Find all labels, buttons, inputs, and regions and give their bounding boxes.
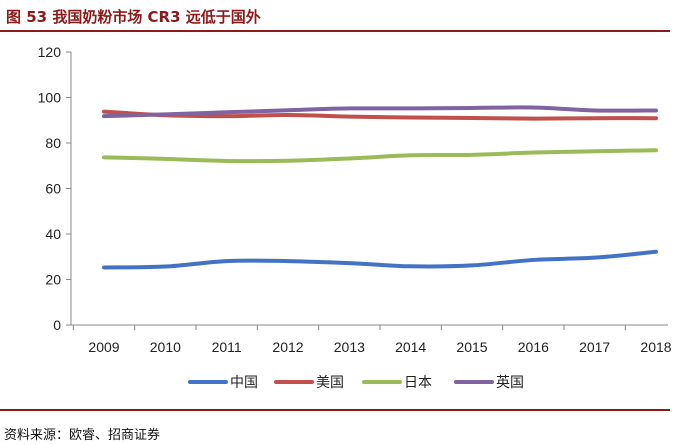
y-tick-label: 100 (38, 90, 62, 106)
axes: 0 20 40 60 80 100 120 2009 2010 2011 2012 2013 2014 2… (38, 44, 672, 355)
y-tick-label: 60 (45, 181, 61, 197)
x-tick-label: 2014 (395, 339, 426, 355)
legend-label-4: 英国 (496, 374, 524, 391)
source-rule (0, 409, 670, 411)
figure-title: 图 53 我国奶粉市场 CR3 远低于国外 (6, 8, 261, 26)
y-tick-label: 20 (45, 272, 61, 288)
y-tick-label: 120 (38, 44, 62, 60)
x-tick-label: 2017 (579, 339, 610, 355)
legend-label-1: 中国 (230, 375, 258, 391)
x-tick-label: 2016 (518, 339, 549, 355)
series-line-4 (102, 105, 658, 119)
x-tick-label: 2018 (640, 339, 671, 355)
x-tick-label: 2015 (456, 339, 487, 355)
legend-label-2: 美国 (316, 375, 344, 391)
x-tick-label: 2009 (88, 339, 119, 355)
title-rule (0, 30, 670, 32)
source-note: 资料来源：欧睿、招商证券 (4, 428, 161, 443)
series-lines (102, 105, 658, 270)
legend: 中国 美国 日本 英国 (188, 374, 524, 391)
legend-label-3: 日本 (404, 375, 432, 391)
x-tick-label: 2010 (150, 339, 181, 355)
series-line-3 (102, 148, 658, 164)
series-line-2 (102, 109, 658, 121)
x-tick-label: 2011 (212, 339, 242, 355)
y-tick-label: 40 (45, 226, 61, 242)
series-line-1 (102, 249, 658, 270)
y-tick-label: 80 (45, 135, 61, 151)
y-tick-label: 0 (53, 317, 61, 333)
x-tick-label: 2012 (272, 339, 303, 355)
x-tick-label: 2013 (334, 339, 365, 355)
